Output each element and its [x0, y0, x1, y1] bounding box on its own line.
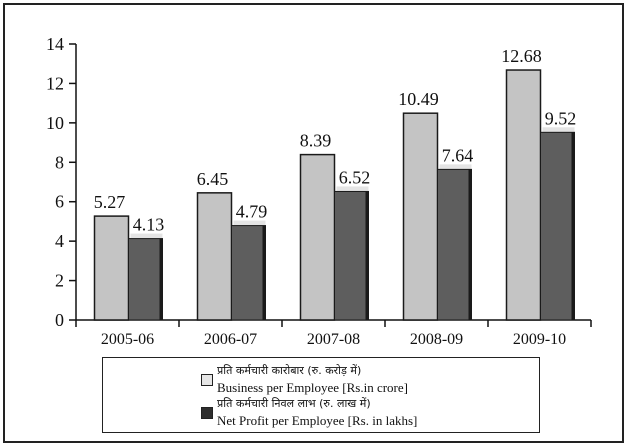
x-tick-label: 2007-08 — [307, 331, 360, 348]
net-profit-value-label: 4.13 — [133, 215, 165, 235]
business-bar — [402, 112, 439, 321]
legend-label-business-hindi: प्रति कर्मचारी कारोबार (रु. करोड़ में) — [217, 364, 362, 377]
x-tick-label: 2005-06 — [101, 331, 154, 348]
legend-item-business: प्रति कर्मचारी कारोबार (रु. करोड़ में) B… — [201, 363, 408, 396]
x-tick-label: 2006-07 — [204, 331, 257, 348]
legend-label-net-profit: Net Profit per Employee [Rs. in lakhs] — [217, 413, 418, 428]
y-tick-label: 8 — [55, 152, 64, 172]
business-value-label: 5.27 — [94, 192, 126, 212]
business-value-label: 12.68 — [501, 46, 542, 66]
net-profit-bar-edge — [365, 191, 369, 320]
net-profit-bar-cap — [439, 164, 472, 170]
legend-label-net-profit-hindi: प्रति कर्मचारी निवल लाभ (रु. लाख में) — [217, 397, 371, 410]
y-tick-label: 2 — [55, 271, 64, 291]
x-tick-label: 2009-10 — [513, 331, 566, 348]
net-profit-bar-edge — [571, 132, 575, 320]
net-profit-value-label: 6.52 — [339, 167, 371, 187]
net-profit-value-label: 7.64 — [442, 145, 474, 165]
legend-item-net-profit: प्रति कर्मचारी निवल लाभ (रु. लाख में) Ne… — [201, 396, 417, 429]
business-bar — [196, 192, 233, 321]
net-profit-bar-cap — [542, 127, 575, 133]
business-bar — [505, 69, 542, 321]
x-tick-label: 2008-09 — [410, 331, 463, 348]
net-profit-bar — [437, 168, 472, 321]
legend-swatch-business — [201, 374, 213, 386]
net-profit-bar-edge — [262, 225, 266, 320]
legend-swatch-net-profit — [201, 407, 213, 419]
net-profit-bar — [128, 238, 163, 321]
y-tick-label: 12 — [46, 73, 64, 93]
net-profit-bar — [231, 225, 266, 321]
y-tick-label: 4 — [55, 231, 64, 251]
y-tick-label: 6 — [55, 192, 64, 212]
business-bar — [93, 215, 130, 321]
net-profit-bar-cap — [130, 233, 163, 239]
y-tick-label: 10 — [46, 113, 64, 133]
chart-legend: प्रति कर्मचारी कारोबार (रु. करोड़ में) B… — [102, 357, 540, 433]
legend-label-business: Business per Employee [Rs.in crore] — [217, 380, 408, 395]
net-profit-bar-cap — [233, 220, 266, 226]
net-profit-bar-edge — [468, 169, 472, 320]
business-value-label: 10.49 — [398, 89, 439, 109]
net-profit-value-label: 4.79 — [236, 202, 268, 222]
net-profit-bar — [540, 131, 575, 321]
business-bar — [299, 153, 336, 321]
y-tick-label: 14 — [46, 34, 64, 54]
net-profit-bar — [334, 190, 369, 321]
net-profit-bar-edge — [159, 238, 163, 320]
business-value-label: 8.39 — [300, 131, 332, 151]
net-profit-value-label: 9.52 — [545, 108, 577, 128]
net-profit-bar-cap — [336, 186, 369, 192]
y-tick-label: 0 — [55, 310, 64, 330]
business-value-label: 6.45 — [197, 169, 229, 189]
